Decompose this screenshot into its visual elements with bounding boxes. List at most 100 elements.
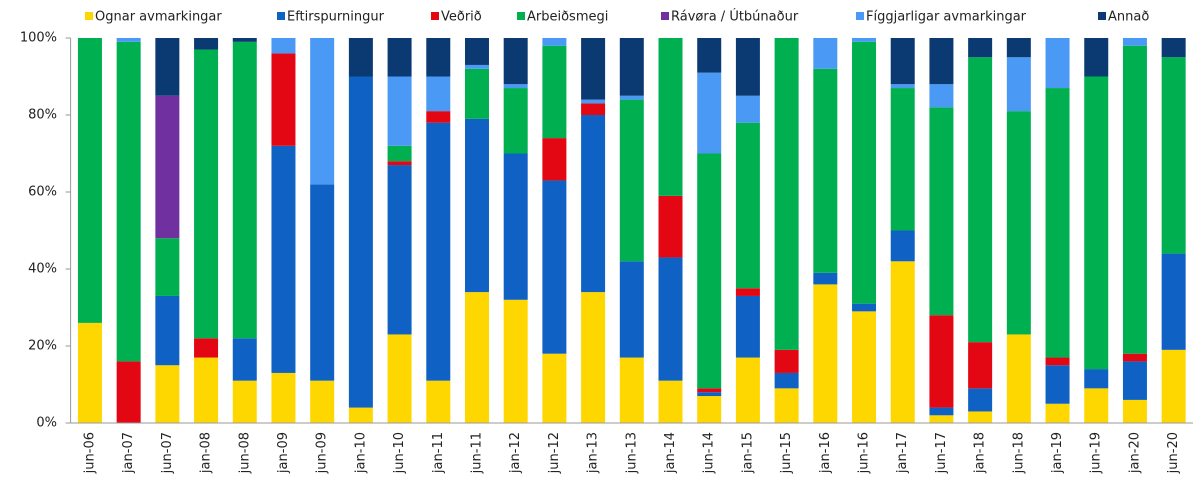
bar-segment — [232, 338, 257, 381]
bar-segment — [271, 53, 296, 146]
x-tick-label: jun-06 — [82, 432, 97, 474]
x-tick-label: jun-13 — [624, 432, 639, 474]
x-tick-label: jun-18 — [1011, 432, 1026, 474]
y-tick-label: 60% — [28, 185, 57, 200]
x-tick-label: jun-20 — [1166, 432, 1181, 474]
bar-segment — [310, 380, 335, 423]
bar-segment — [387, 38, 412, 77]
bar-segment — [619, 99, 644, 262]
bar-segment — [852, 41, 877, 304]
bar-segment — [968, 411, 993, 423]
bar-segment — [1161, 253, 1186, 350]
bar-segment — [1045, 88, 1070, 358]
bar-segment — [194, 38, 219, 50]
legend-label: Arbeiðsmegi — [527, 10, 608, 25]
x-tick-label: jun-09 — [315, 432, 330, 474]
bar-segment — [155, 95, 180, 239]
bar-segment — [697, 392, 722, 397]
bar-segment — [1084, 76, 1109, 370]
bar-segment — [1084, 369, 1109, 389]
bar-segment — [581, 38, 606, 100]
bar-segment — [1122, 45, 1147, 354]
bar-segment — [890, 84, 915, 89]
bar-segment — [1045, 365, 1070, 404]
bar-segment — [735, 95, 760, 123]
y-tick-label: 20% — [28, 339, 57, 354]
bar-segment — [968, 388, 993, 412]
bar-segment — [697, 38, 722, 73]
bar-segment — [387, 334, 412, 423]
bar-segment — [735, 295, 760, 358]
bar-segment — [426, 38, 451, 77]
legend-swatch — [856, 12, 864, 20]
bar-segment — [1084, 388, 1109, 423]
bar-segment — [464, 118, 489, 293]
bar-segment — [387, 165, 412, 335]
bar-segment — [697, 388, 722, 393]
x-tick-label: jan-13 — [586, 432, 601, 474]
bar-segment — [968, 38, 993, 58]
bar-segment — [348, 38, 373, 77]
bar-segment — [503, 84, 528, 89]
bar-segment — [194, 338, 219, 358]
bar-segment — [232, 41, 257, 339]
bar-segment — [813, 284, 838, 423]
bar-segment — [735, 38, 760, 96]
bar-segment — [852, 38, 877, 42]
x-tick-label: jun-07 — [160, 432, 175, 474]
x-tick-label: jun-14 — [702, 432, 717, 474]
bar-segment — [271, 372, 296, 423]
bar-segment — [77, 38, 102, 323]
bar-segment — [387, 145, 412, 162]
bar-segment — [813, 38, 838, 69]
bar-segment — [310, 184, 335, 381]
bar-segment — [852, 303, 877, 312]
legend-swatch — [517, 12, 525, 20]
bar-segment — [348, 76, 373, 408]
bar-segment — [1122, 399, 1147, 423]
bar-segment — [774, 372, 799, 389]
bar-segment — [503, 153, 528, 300]
bar-segment — [155, 295, 180, 366]
x-tick-label: jan-20 — [1127, 432, 1142, 474]
bar-segment — [658, 195, 683, 258]
y-tick-label: 0% — [36, 416, 57, 431]
x-tick-label: jun-19 — [1089, 432, 1104, 474]
x-tick-label: jan-12 — [508, 432, 523, 474]
legend-swatch — [85, 12, 93, 20]
bar-segment — [1161, 57, 1186, 254]
bar-segment — [929, 84, 954, 108]
bar-segment — [232, 380, 257, 423]
bar-segment — [735, 122, 760, 289]
bar-segment — [155, 365, 180, 423]
bar-segment — [1006, 334, 1031, 423]
bar-segment — [1006, 111, 1031, 335]
bar-segment — [658, 38, 683, 196]
bar-segment — [774, 38, 799, 350]
bar-segment — [929, 415, 954, 423]
legend-label: Fíggjarligar avmarkingar — [866, 10, 1027, 25]
bar-segment — [387, 76, 412, 146]
x-tick-label: jan-08 — [199, 432, 214, 474]
bar-segment — [581, 99, 606, 104]
bar-segment — [464, 38, 489, 65]
bar-segment — [1122, 361, 1147, 400]
bar-segment — [1045, 403, 1070, 423]
y-tick-label: 80% — [28, 108, 57, 123]
bar-segment — [1161, 349, 1186, 423]
bar-segment — [697, 153, 722, 389]
x-tick-label: jun-17 — [934, 432, 949, 474]
bar-segment — [155, 38, 180, 96]
x-tick-label: jun-12 — [547, 432, 562, 474]
legend-label: Ognar avmarkingar — [95, 10, 222, 25]
bar-segment — [929, 38, 954, 85]
x-tick-label: jan-07 — [121, 432, 136, 474]
bar-segment — [464, 64, 489, 69]
bar-segment — [542, 180, 567, 354]
bar-segment — [890, 38, 915, 85]
bar-segment — [735, 357, 760, 423]
bar-segment — [890, 230, 915, 262]
bar-segment — [813, 272, 838, 285]
bar-segment — [813, 68, 838, 273]
